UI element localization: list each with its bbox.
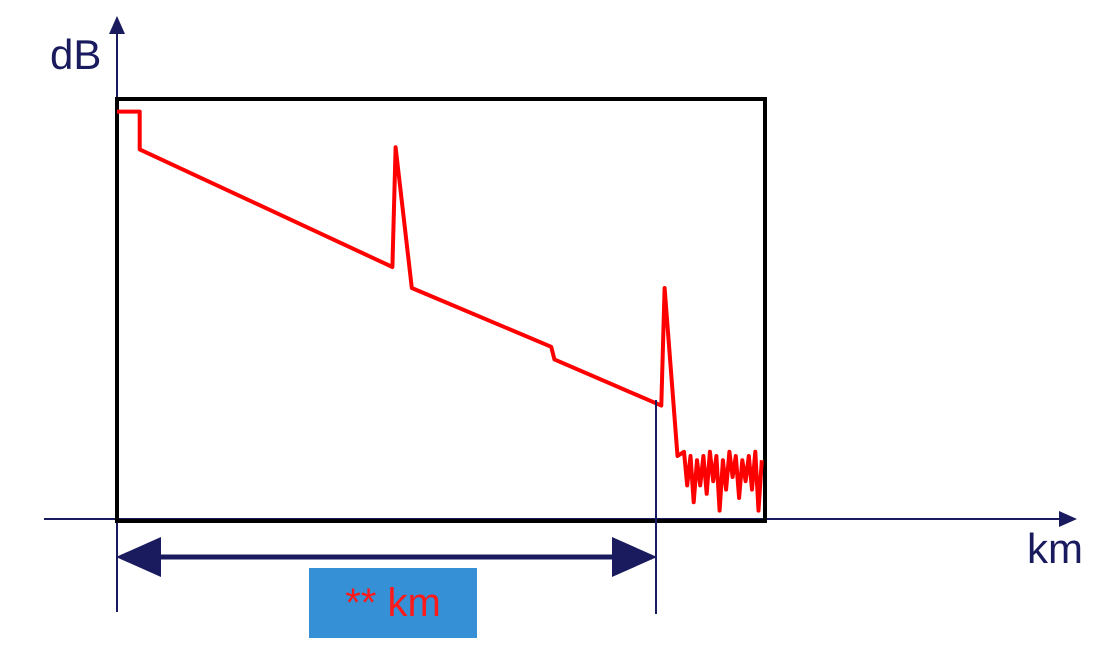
y-axis-label: dB xyxy=(50,31,102,78)
series-line xyxy=(117,109,764,513)
x-axis-label: km xyxy=(1027,525,1083,572)
distance-label-box: ** km xyxy=(309,568,477,638)
distance-label: ** km xyxy=(345,580,441,625)
plot-frame xyxy=(115,97,767,523)
